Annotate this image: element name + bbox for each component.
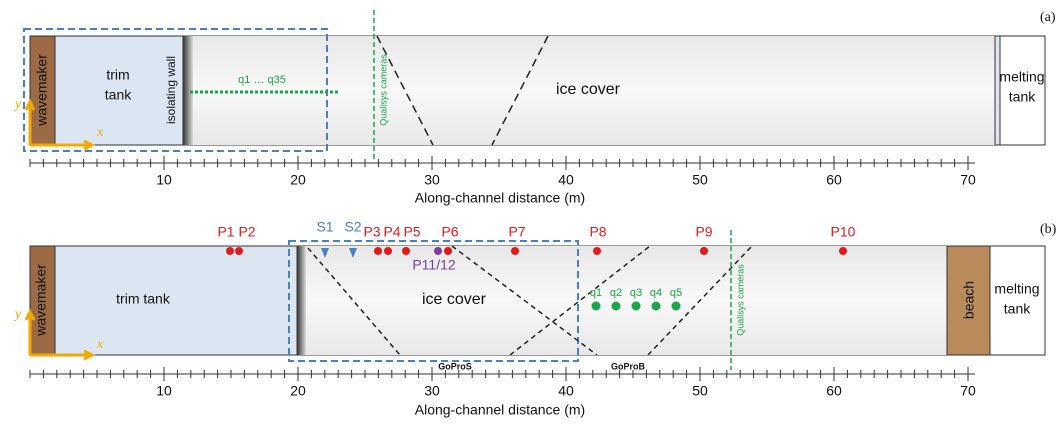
axis-title: Along-channel distance (m) <box>415 190 585 206</box>
camera-view <box>307 247 401 356</box>
tick-label: 50 <box>692 172 708 188</box>
x-label: x <box>96 337 104 352</box>
isolating-wall-label: isolating wall <box>164 56 178 124</box>
tick-label: 70 <box>960 383 976 399</box>
sensor-label: S2 <box>344 219 361 235</box>
camera-view <box>647 245 753 356</box>
pressure-dot <box>434 247 442 255</box>
wavemaker-label: wavemaker <box>34 54 50 127</box>
probe-label: q4 <box>650 287 662 299</box>
ice-cover-label: ice cover <box>422 291 487 308</box>
axes-arrows <box>24 98 96 151</box>
pressure-label: P11/12 <box>412 257 456 273</box>
ice-cover-label: ice cover <box>556 81 621 98</box>
pressure-label: P4 <box>383 224 400 240</box>
trim-tank-label: trim <box>106 67 129 83</box>
pressure-dot <box>444 247 452 255</box>
tick-label: 40 <box>558 383 574 399</box>
gopro-label: GoProS <box>438 361 472 371</box>
panel-a: (a) wavemaker trim tank isolating wall q… <box>13 10 1056 206</box>
camera-view <box>509 245 651 356</box>
panel-label: (b) <box>1040 222 1057 237</box>
axis-title: Along-channel distance (m) <box>415 402 585 418</box>
pressure-dot <box>235 247 243 255</box>
ice-box <box>306 246 947 355</box>
pressure-label: P2 <box>238 224 255 240</box>
pressure-dot <box>511 247 519 255</box>
gopro-label: GoProB <box>611 361 646 371</box>
pressure-label: P7 <box>508 224 525 240</box>
isolating-wall-box <box>183 36 193 145</box>
beach-label: beach <box>961 281 977 319</box>
pressure-dot <box>402 247 410 255</box>
pressure-label: P6 <box>441 224 458 240</box>
probe-label: q5 <box>670 287 682 299</box>
trim-tank-label: tank <box>105 87 132 103</box>
probe-label: q2 <box>610 287 622 299</box>
probe-label: q3 <box>630 287 642 299</box>
pressure-dot <box>384 247 392 255</box>
panel-b: (b) wavemaker trim tank ice cover beach … <box>13 222 1057 417</box>
strip <box>994 35 1001 146</box>
sensor-marker <box>321 248 329 258</box>
pressure-label: P9 <box>695 224 712 240</box>
camera-label: Qualisys cameras <box>735 264 745 336</box>
tick-label: 30 <box>424 172 440 188</box>
probe-dot <box>631 301 641 311</box>
tick-label: 20 <box>290 383 306 399</box>
melting-tank-label: tank <box>1009 89 1036 105</box>
camera-view <box>451 245 598 356</box>
trim-tank-label: trim tank <box>116 291 171 307</box>
probe-dot <box>671 301 681 311</box>
axes-arrows <box>24 308 96 361</box>
pressure-dot <box>593 247 601 255</box>
camera-view <box>376 35 434 146</box>
pressure-label: P3 <box>363 224 380 240</box>
pressure-label: P8 <box>589 224 606 240</box>
pressure-dot <box>700 247 708 255</box>
pressure-label: P5 <box>403 224 420 240</box>
probe-dot <box>611 301 621 311</box>
melting-tank-label: tank <box>1004 301 1031 317</box>
x-label: x <box>96 125 104 140</box>
tick-label: 70 <box>960 172 976 188</box>
pressure-label: P1 <box>217 224 234 240</box>
pressure-dot <box>226 247 234 255</box>
beach-box <box>946 245 991 356</box>
pressure-dot <box>374 247 382 255</box>
melting-tank-label: melting <box>999 69 1044 85</box>
probe-dot <box>651 301 661 311</box>
probe-dot <box>591 301 601 311</box>
tick-label: 60 <box>826 172 842 188</box>
wall-box <box>297 246 306 355</box>
tick-label: 40 <box>558 172 574 188</box>
probe-label: q1 … q35 <box>238 74 286 86</box>
camera-label: Qualisys cameras <box>378 54 388 126</box>
tick-label: 30 <box>424 383 440 399</box>
tick-label: 50 <box>692 383 708 399</box>
trim-tank-box <box>54 245 298 356</box>
tick-label: 10 <box>156 172 172 188</box>
focus-box <box>23 28 328 152</box>
tick-label: 60 <box>826 383 842 399</box>
tick-label: 20 <box>290 172 306 188</box>
pressure-label: P10 <box>831 224 856 240</box>
focus-box <box>288 240 579 362</box>
melting-tank-label: melting <box>994 281 1039 297</box>
wavemaker-label: wavemaker <box>33 264 49 337</box>
camera-view <box>491 35 549 146</box>
y-label: y <box>13 97 22 112</box>
panel-label: (a) <box>1040 10 1056 25</box>
y-label: y <box>13 307 22 322</box>
sensor-marker <box>349 248 357 258</box>
pressure-dot <box>839 247 847 255</box>
tick-label: 10 <box>156 383 172 399</box>
probe-label: q1 <box>590 287 602 299</box>
sensor-label: S1 <box>316 219 333 235</box>
